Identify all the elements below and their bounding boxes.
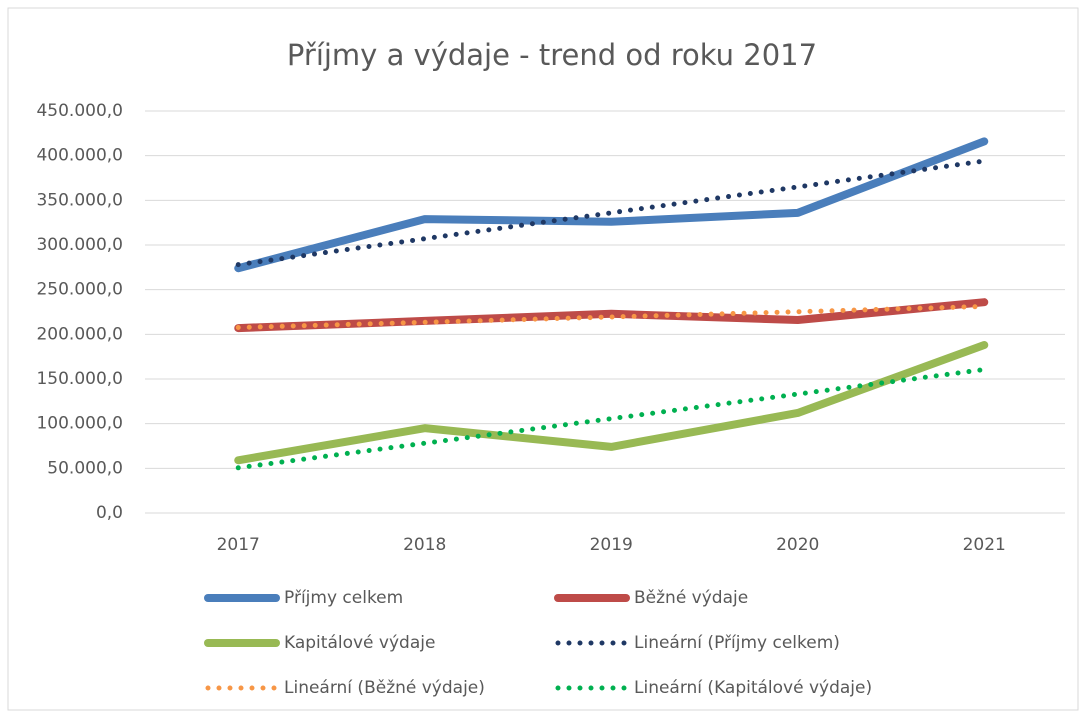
legend-label: Lineární (Běžné výdaje): [284, 678, 485, 698]
series-line: [234, 341, 989, 465]
legend-label: Kapitálové výdaje: [284, 633, 435, 653]
x-tick-label: 2017: [217, 535, 260, 555]
x-tick-label: 2018: [403, 535, 446, 555]
y-tick-label: 50.000,0: [47, 458, 123, 478]
x-tick-label: 2021: [963, 535, 1006, 555]
y-tick-label: 350.000,0: [36, 190, 123, 210]
series-line: [234, 137, 989, 273]
x-tick-label: 2019: [590, 535, 633, 555]
y-tick-label: 0,0: [96, 503, 123, 523]
series-line: [235, 158, 987, 268]
legend-label: Běžné výdaje: [634, 588, 748, 608]
legend-label: Příjmy celkem: [284, 588, 403, 608]
y-tick-label: 200.000,0: [36, 324, 123, 344]
y-tick-label: 250.000,0: [36, 280, 123, 300]
x-tick-label: 2020: [776, 535, 819, 555]
series-line: [234, 298, 989, 333]
series-line: [235, 367, 987, 471]
legend-label: Lineární (Příjmy celkem): [634, 633, 840, 653]
series-line: [235, 303, 987, 331]
chart-border: [7, 7, 1079, 711]
y-tick-label: 100.000,0: [36, 414, 123, 434]
y-tick-label: 300.000,0: [36, 235, 123, 255]
chart-title: Příjmy a výdaje - trend od roku 2017: [287, 38, 817, 72]
y-tick-label: 400.000,0: [36, 146, 123, 166]
legend-label: Lineární (Kapitálové výdaje): [634, 678, 872, 698]
y-tick-label: 150.000,0: [36, 369, 123, 389]
y-tick-label: 450.000,0: [36, 101, 123, 121]
